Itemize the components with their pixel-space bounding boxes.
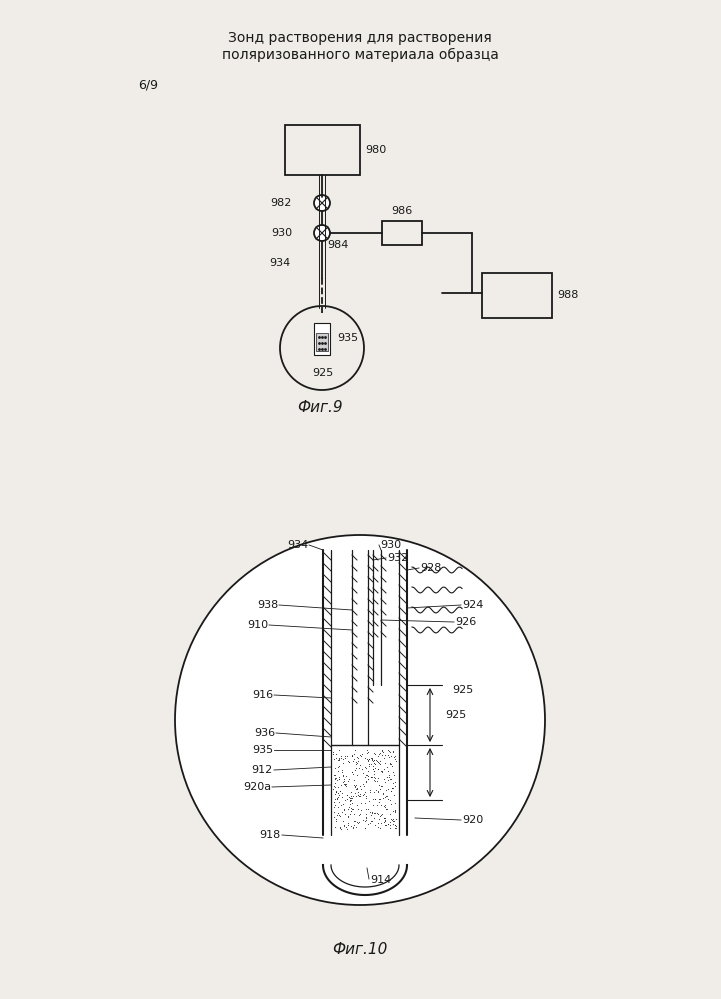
Circle shape xyxy=(175,535,545,905)
Text: 914: 914 xyxy=(370,875,392,885)
Text: 920a: 920a xyxy=(243,782,271,792)
Text: 930: 930 xyxy=(271,228,292,238)
Bar xyxy=(382,221,422,245)
Text: поляризованного материала образца: поляризованного материала образца xyxy=(221,48,498,62)
Circle shape xyxy=(314,225,330,241)
Text: 925: 925 xyxy=(452,685,473,695)
Text: 935: 935 xyxy=(252,745,273,755)
Text: 925: 925 xyxy=(312,368,333,378)
Bar xyxy=(285,125,360,175)
Text: 6/9: 6/9 xyxy=(138,79,158,92)
Bar xyxy=(314,323,330,355)
Text: 925: 925 xyxy=(445,710,466,720)
Text: 986: 986 xyxy=(392,206,412,216)
Circle shape xyxy=(314,195,330,211)
Bar xyxy=(482,273,552,318)
Text: Зонд растворения для растворения: Зонд растворения для растворения xyxy=(228,31,492,45)
Text: 928: 928 xyxy=(420,563,441,573)
Text: 935: 935 xyxy=(337,333,358,343)
Text: 984: 984 xyxy=(327,240,348,250)
Text: 988: 988 xyxy=(557,290,578,300)
Text: 924: 924 xyxy=(462,600,483,610)
Text: 934: 934 xyxy=(269,258,290,268)
Text: Фиг.9: Фиг.9 xyxy=(297,401,342,416)
Text: 930: 930 xyxy=(380,540,401,550)
Text: 916: 916 xyxy=(252,690,273,700)
Text: 926: 926 xyxy=(455,617,477,627)
Text: 982: 982 xyxy=(270,198,292,208)
Text: 938: 938 xyxy=(257,600,278,610)
Text: 980: 980 xyxy=(365,145,386,155)
Text: 910: 910 xyxy=(247,620,268,630)
Text: Фиг.10: Фиг.10 xyxy=(332,942,388,957)
Text: 932: 932 xyxy=(387,553,408,563)
Text: 936: 936 xyxy=(254,728,275,738)
Text: 934: 934 xyxy=(287,540,308,550)
Bar xyxy=(316,333,328,351)
Text: 920: 920 xyxy=(462,815,483,825)
Text: 918: 918 xyxy=(260,830,281,840)
Text: 912: 912 xyxy=(252,765,273,775)
